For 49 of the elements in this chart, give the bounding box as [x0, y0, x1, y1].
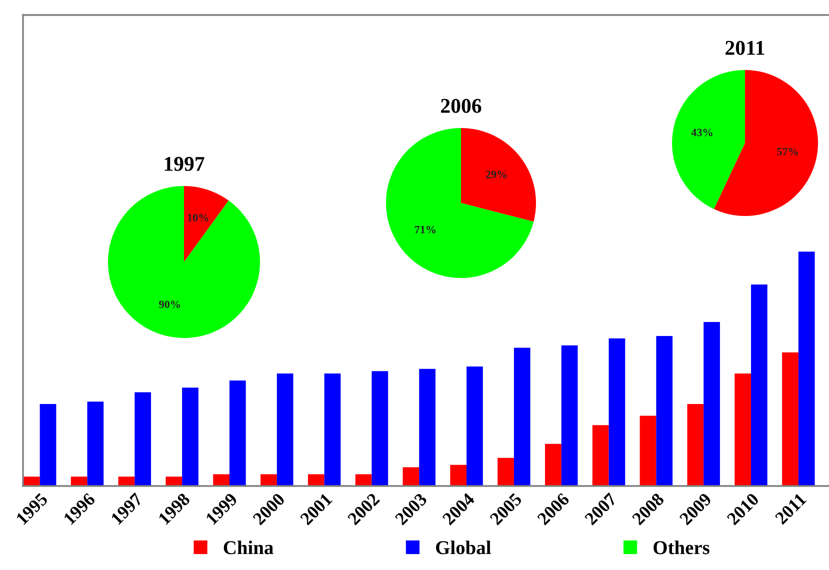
bar — [87, 402, 104, 486]
data-label: 57% — [777, 148, 798, 156]
data-label: 71% — [414, 226, 436, 234]
bar — [402, 467, 420, 486]
bar — [276, 374, 294, 486]
bar — [498, 458, 514, 486]
bar — [134, 392, 152, 486]
bar — [308, 474, 324, 486]
bar — [182, 388, 198, 486]
bar — [450, 464, 467, 486]
chart-title: 2011 — [726, 40, 764, 55]
legend-label: China — [224, 540, 274, 554]
bar — [260, 474, 277, 486]
bar — [656, 336, 673, 486]
bar — [372, 371, 388, 486]
legend-label: Global — [436, 540, 491, 554]
bar — [324, 374, 341, 486]
pie-slice — [386, 128, 534, 278]
bar — [751, 284, 768, 486]
pie-slice — [672, 70, 745, 210]
bar — [640, 416, 656, 486]
chart-title: 1997 — [164, 156, 204, 171]
bar — [608, 338, 626, 486]
pie-slice — [108, 186, 260, 338]
data-label: 43% — [691, 128, 712, 136]
bar — [40, 404, 56, 486]
bar — [561, 345, 578, 486]
pie-slice — [461, 128, 536, 222]
bar — [798, 252, 815, 486]
bar — [213, 474, 230, 486]
bar — [419, 368, 436, 486]
data-label: 90% — [159, 300, 180, 308]
bar — [687, 404, 704, 486]
chart-title: 2006 — [441, 98, 482, 113]
bar — [782, 352, 798, 486]
bar — [466, 366, 483, 486]
data-label: 29% — [486, 170, 507, 178]
bar — [545, 444, 562, 486]
bar — [734, 374, 752, 486]
pie-slice — [184, 186, 229, 262]
bar — [166, 476, 182, 486]
x-tick-label: 2011 — [774, 492, 807, 525]
bar — [514, 348, 530, 486]
bar — [229, 380, 246, 486]
bar — [704, 322, 720, 486]
pie-slice — [714, 70, 818, 216]
legend-label: Others — [654, 540, 710, 554]
data-label: 10% — [188, 214, 208, 222]
bar — [592, 425, 609, 486]
